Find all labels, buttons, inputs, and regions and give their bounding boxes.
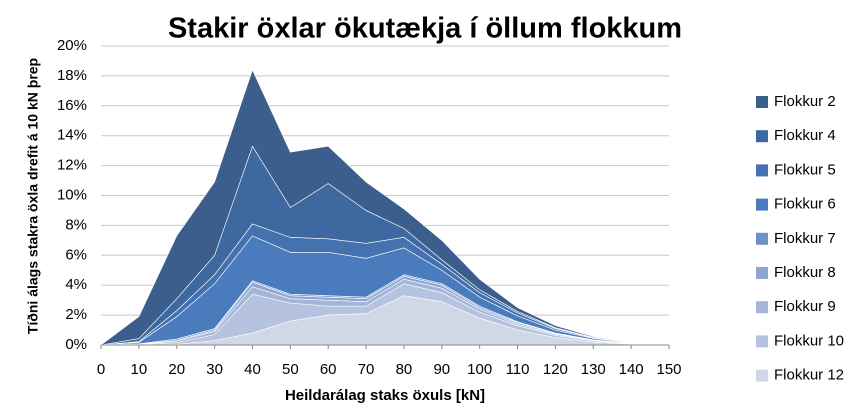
chart-title: Stakir öxlar ökutækja í öllum flokkum	[168, 13, 682, 45]
legend-label: Flokkur 4	[774, 127, 836, 144]
legend-swatch	[756, 232, 768, 245]
legend-swatch	[756, 267, 768, 279]
x-tick-label: 80	[396, 361, 413, 378]
x-tick-label: 140	[619, 361, 644, 378]
x-tick-label: 100	[467, 361, 492, 378]
x-tick-label: 120	[543, 361, 568, 378]
y-tick-label: 16%	[57, 97, 87, 114]
area	[100, 69, 670, 346]
legend-swatch	[756, 335, 768, 348]
legend-swatch	[756, 164, 768, 177]
legend-label: Flokkur 7	[774, 230, 836, 247]
y-tick-label: 4%	[65, 276, 87, 293]
x-tick-label: 20	[168, 361, 185, 378]
y-tick-label: 18%	[57, 67, 87, 84]
x-tick-label: 110	[506, 361, 530, 378]
legend-label: Flokkur 5	[774, 161, 836, 178]
x-tick-label: 10	[131, 361, 148, 378]
x-axis-label: Heildarálag staks öxuls [kN]	[285, 387, 485, 404]
y-tick-label: 12%	[57, 157, 87, 174]
x-tick-label: 0	[97, 361, 105, 378]
legend-label: Flokkur 10	[774, 332, 844, 349]
legend-swatch	[756, 130, 768, 143]
legend-swatch	[756, 198, 768, 211]
legend-swatch	[756, 96, 768, 108]
y-tick-label: 6%	[65, 246, 87, 263]
legend-swatch	[756, 369, 768, 382]
x-tick-label: 70	[358, 361, 375, 378]
y-tick-label: 10%	[57, 186, 87, 203]
x-tick-label: 90	[433, 361, 450, 378]
y-tick-label: 2%	[65, 306, 87, 323]
legend-swatch	[756, 301, 768, 314]
legend-label: Flokkur 12	[774, 367, 844, 384]
y-tick-label: 14%	[57, 127, 87, 144]
x-tick-label: 130	[581, 361, 606, 378]
x-tick-label: 30	[206, 361, 223, 378]
legend-label: Flokkur 9	[774, 298, 836, 315]
x-tick-label: 150	[656, 361, 681, 378]
x-tick-label: 40	[244, 361, 261, 378]
y-tick-label: 20%	[57, 37, 87, 54]
legend-label: Flokkur 6	[774, 196, 836, 213]
y-tick-label: 0%	[65, 336, 87, 353]
x-tick-label: 50	[282, 361, 299, 378]
legend-label: Flokkur 8	[774, 264, 836, 281]
y-tick-label: 8%	[65, 216, 87, 233]
legend-label: Flokkur 2	[774, 93, 836, 110]
y-axis-label: Tíðni álags stakra öxla drefit á 10 kN þ…	[25, 58, 41, 334]
x-tick-label: 60	[320, 361, 337, 378]
